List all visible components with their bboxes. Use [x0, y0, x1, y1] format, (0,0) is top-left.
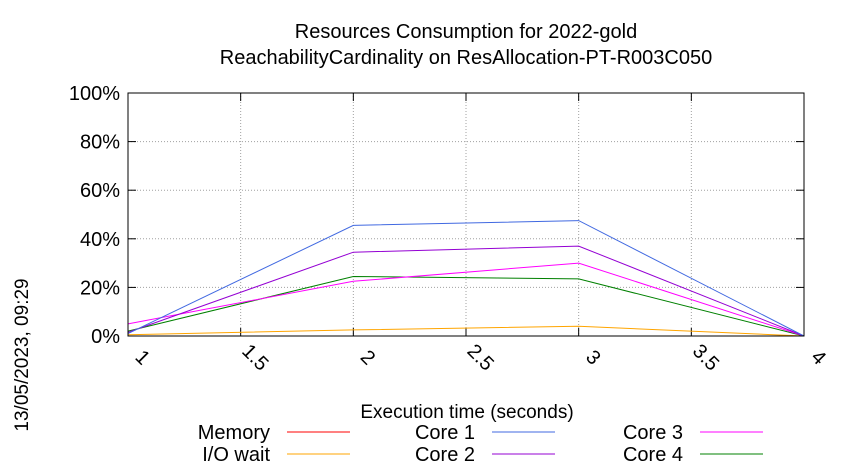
series-line-core-2	[127, 245, 805, 337]
x-tick-label: 1.5	[237, 340, 272, 375]
legend-label-memory: Memory	[198, 422, 270, 444]
x-tick-label: 4	[807, 346, 830, 369]
y-tick-label: 60%	[80, 180, 120, 202]
series-line-i-o-wait	[127, 325, 805, 337]
x-tick-label: 2	[356, 346, 379, 369]
y-axis: 0% 20% 40% 60% 80% 100%	[69, 83, 804, 348]
series-line-core-1	[127, 220, 805, 337]
y-tick-label: 20%	[80, 277, 120, 299]
chart-title: Resources Consumption for 2022-gold	[295, 21, 637, 43]
x-tick-label: 3	[581, 346, 604, 369]
chart-subtitle: ReachabilityCardinality on ResAllocation…	[220, 47, 712, 69]
x-tick-label: 3.5	[688, 340, 723, 375]
legend-label-i-o-wait: I/O wait	[202, 444, 270, 466]
legend-label-core-3: Core 3	[623, 422, 683, 444]
y-tick-label: 0%	[91, 326, 120, 348]
y-tick-label: 80%	[80, 132, 120, 154]
series-line-core-4	[127, 275, 805, 337]
series-line-core-3	[127, 262, 805, 337]
x-axis-label: Execution time (seconds)	[360, 402, 573, 423]
legend-label-core-4: Core 4	[623, 444, 683, 466]
y-tick-label: 40%	[80, 229, 120, 251]
plot-border	[127, 92, 805, 337]
grid	[128, 93, 804, 336]
x-tick-label: 2.5	[463, 340, 498, 375]
x-tick-label: 1	[131, 346, 154, 369]
y-tick-label: 100%	[69, 83, 120, 105]
timestamp: 13/05/2023, 09:29	[12, 278, 33, 431]
legend-label-core-1: Core 1	[415, 422, 475, 444]
legend-label-core-2: Core 2	[415, 444, 475, 466]
